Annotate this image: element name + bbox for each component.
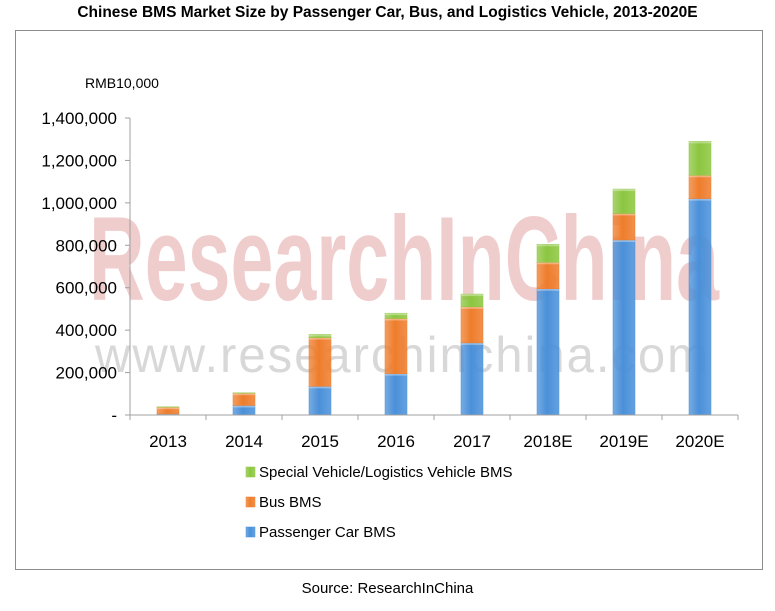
bar-segment	[460, 293, 484, 308]
bar-segment-cap	[461, 294, 483, 297]
legend-label: Bus BMS	[259, 494, 322, 511]
x-tick-label: 2018E	[523, 432, 572, 451]
bar-segment-cap	[309, 334, 331, 337]
legend-swatch	[245, 526, 256, 538]
x-tick-label: 2016	[377, 432, 415, 451]
bar-segment	[688, 141, 712, 176]
chart-title: Chinese BMS Market Size by Passenger Car…	[77, 4, 698, 21]
y-tick-label: 800,000	[56, 236, 117, 255]
bar-segment-cap	[537, 288, 559, 291]
bar-segment-cap	[309, 337, 331, 340]
x-axis: 2013 2014 2015 2016 2017 2018E 2019E 2020E	[129, 414, 739, 451]
x-tick-label: 2017	[453, 432, 491, 451]
bar-segment	[612, 188, 636, 214]
bar-segment	[536, 288, 560, 416]
bar-segment	[308, 337, 332, 387]
bar-segment	[688, 198, 712, 416]
x-tick-label: 2014	[225, 432, 263, 451]
bar-segment-cap	[385, 318, 407, 321]
y-tick-label: -	[111, 406, 117, 425]
bar-segment	[688, 175, 712, 199]
bars	[156, 141, 712, 416]
x-tick-label: 2020E	[675, 432, 724, 451]
x-tick-label: 2013	[149, 432, 187, 451]
bar-segment	[536, 243, 560, 263]
y-tick-label: 1,400,000	[41, 109, 117, 128]
bar-segment	[612, 239, 636, 416]
x-tick-label: 2019E	[599, 432, 648, 451]
legend-swatch	[245, 466, 256, 478]
legend-label: Special Vehicle/Logistics Vehicle BMS	[259, 464, 512, 481]
bar-segment-cap	[233, 405, 255, 408]
bar-segment	[536, 262, 560, 290]
bar-segment-cap	[157, 413, 179, 415]
bar-segment-cap	[157, 407, 179, 410]
bar-segment	[612, 213, 636, 241]
bar-segment	[460, 342, 484, 416]
bar-segment	[308, 334, 332, 338]
bar-segment-cap	[689, 198, 711, 201]
y-tick-label: 200,000	[56, 364, 117, 383]
y-axis: - 200,000 400,000 600,000 800,000 1,000,000 1,…	[41, 109, 131, 425]
bar-segment-cap	[537, 244, 559, 247]
y-tick-label: 1,000,000	[41, 194, 117, 213]
y-tick-label: 400,000	[56, 321, 117, 340]
bar-segment-cap	[613, 189, 635, 192]
bar-segment-cap	[689, 141, 711, 144]
y-tick-label: 1,200,000	[41, 151, 117, 170]
bar-segment-cap	[385, 313, 407, 316]
legend: Special Vehicle/Logistics Vehicle BMS Bus…	[245, 464, 512, 541]
legend-label: Passenger Car BMS	[259, 524, 396, 541]
bar-segment	[384, 373, 408, 416]
bar-segment-cap	[613, 239, 635, 242]
x-tick-label: 2015	[301, 432, 339, 451]
legend-swatch	[245, 496, 256, 508]
bar-segment	[460, 306, 484, 344]
bar-segment	[384, 318, 408, 374]
bar-segment-cap	[613, 213, 635, 216]
source-note: Source: ResearchInChina	[301, 580, 474, 597]
bar-segment-cap	[461, 342, 483, 345]
bar-segment-cap	[461, 306, 483, 309]
bar-segment-cap	[385, 373, 407, 376]
bar-segment-cap	[689, 175, 711, 178]
y-tick-label: 600,000	[56, 279, 117, 298]
bar-segment	[308, 386, 332, 416]
bar-segment-cap	[309, 386, 331, 389]
y-unit-label: RMB10,000	[85, 75, 159, 91]
chart-frame	[15, 30, 763, 570]
bar-segment-cap	[537, 262, 559, 265]
bar-segment-cap	[233, 393, 255, 396]
bar-segment	[384, 312, 408, 319]
